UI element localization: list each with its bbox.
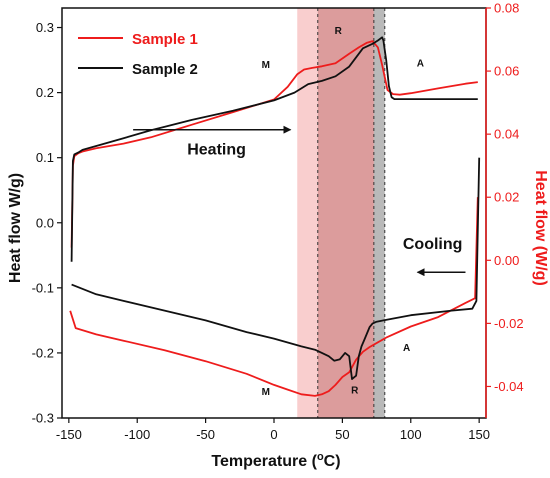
phase-annotation: A (417, 59, 424, 70)
x-tick-label: -50 (196, 427, 215, 442)
y-tick-left-label: 0.0 (36, 215, 54, 230)
arrow-label-cooling: Cooling (403, 236, 463, 253)
y-tick-right-label: -0.02 (494, 316, 524, 331)
y-tick-left-label: -0.3 (32, 411, 54, 426)
x-tick-label: -150 (56, 427, 82, 442)
y-tick-right-label: 0.02 (494, 190, 519, 205)
x-axis-label: Temperature (oC) (211, 451, 340, 470)
phase-annotation: R (335, 26, 343, 37)
legend-label-sample-2: Sample 2 (132, 61, 198, 78)
y-tick-left-label: 0.2 (36, 85, 54, 100)
y-tick-right-label: 0.08 (494, 1, 519, 16)
series-2-cooling-line (71, 157, 481, 380)
x-tick-label: 0 (270, 427, 277, 442)
y-tick-left-label: -0.1 (32, 280, 54, 295)
y-tick-left-label: 0.1 (36, 150, 54, 165)
y-tick-right-label: 0.00 (494, 253, 519, 268)
x-tick-label: 50 (335, 427, 349, 442)
phase-annotation: M (262, 60, 270, 71)
y-axis-label-right: Heat flow (W/g) (532, 170, 549, 286)
y-axis-label-left: Heat flow W/g) (7, 173, 24, 283)
annotations-layer: M R A M R A Heating Cooling (133, 26, 466, 398)
phase-annotation: R (351, 385, 359, 396)
shaded-band-3 (373, 8, 385, 418)
y-tick-left-label: 0.3 (36, 20, 54, 35)
y-tick-left-label: -0.2 (32, 345, 54, 360)
legend: Sample 1 Sample 2 (78, 31, 198, 78)
series-1-cooling-line (69, 197, 479, 397)
shaded-band-1 (297, 8, 318, 418)
arrow-label-heating: Heating (187, 141, 246, 158)
y-tick-right-label: 0.04 (494, 127, 519, 142)
y-tick-right-label: -0.04 (494, 379, 524, 394)
series-2-heating-line (70, 36, 478, 262)
x-tick-label: 150 (468, 427, 490, 442)
legend-label-sample-1: Sample 1 (132, 31, 198, 48)
series-layer (69, 36, 481, 397)
x-tick-label: 100 (400, 427, 422, 442)
x-tick-label: -100 (124, 427, 150, 442)
series-1-heating-line (70, 40, 478, 248)
phase-annotation: M (262, 387, 270, 398)
phase-annotation: A (403, 343, 410, 354)
axis-ticks-layer: -150 -100 -50 0 50 100 150 -0.3 -0.2 -0.1 0.0 0.1 0.… (32, 1, 524, 443)
y-tick-right-label: 0.06 (494, 64, 519, 79)
